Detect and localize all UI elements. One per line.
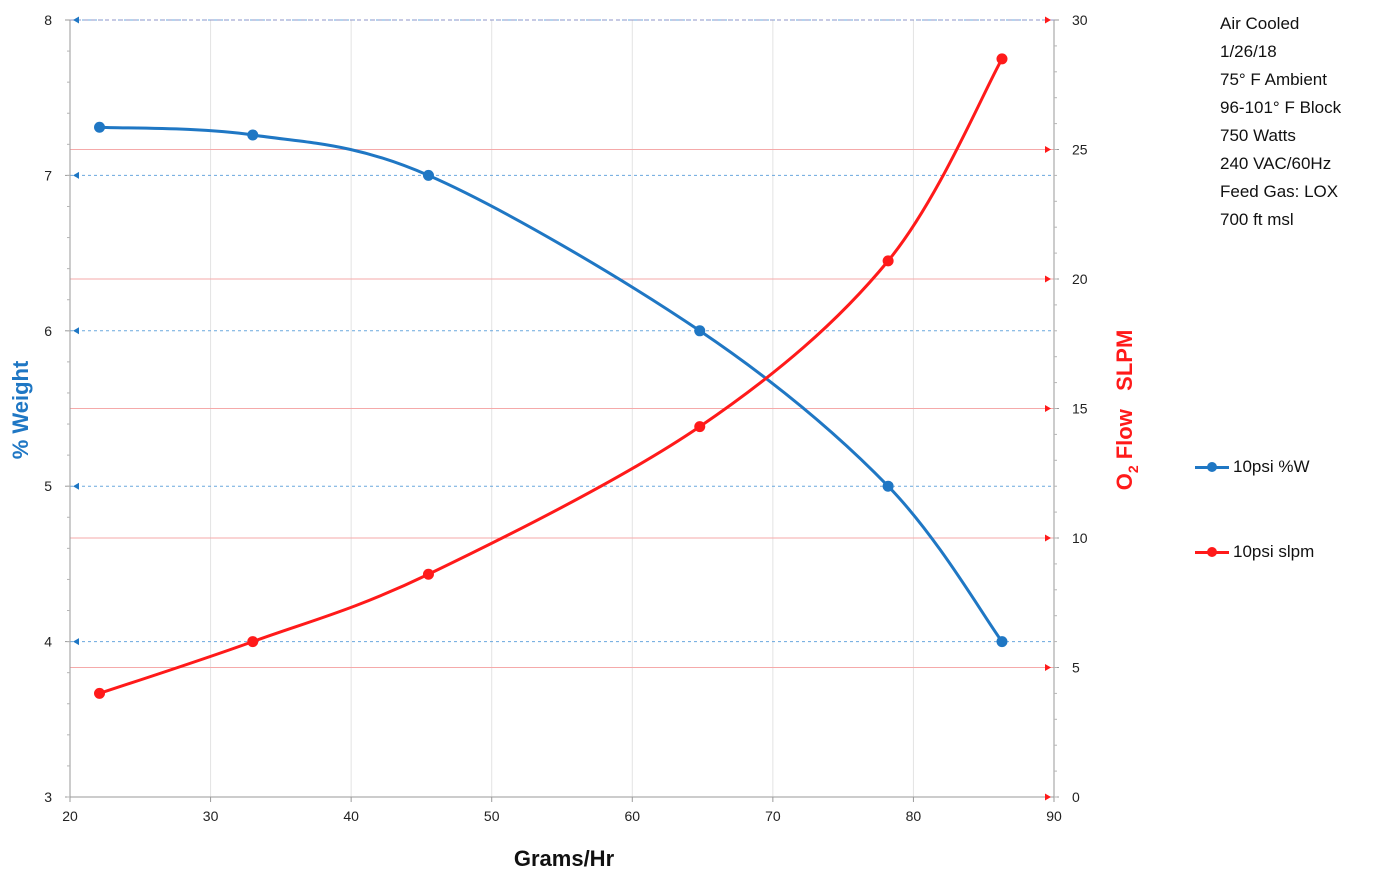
legend-item-series-2: 10psi slpm xyxy=(1195,542,1314,562)
series-2-point xyxy=(422,568,434,580)
series-2-point xyxy=(694,421,706,433)
note-line: Feed Gas: LOX xyxy=(1220,182,1339,201)
right-y-axis-title: O2 Flow SLPM xyxy=(1112,330,1141,491)
x-axis-title: Grams/Hr xyxy=(514,846,615,871)
left-y-tick-label: 6 xyxy=(44,323,52,339)
left-y-tick-label: 7 xyxy=(44,167,52,183)
left-y-tick-label: 8 xyxy=(44,12,52,28)
x-tick-label: 50 xyxy=(484,808,500,824)
left-y-axis-title: % Weight xyxy=(8,360,33,459)
note-line: 96-101° F Block xyxy=(1220,98,1342,117)
x-tick-label: 30 xyxy=(203,808,219,824)
series-1-point xyxy=(422,169,434,181)
left-arrow-marker xyxy=(73,171,79,179)
x-tick-label: 90 xyxy=(1046,808,1062,824)
series-2-point xyxy=(247,636,259,648)
legend-label: 10psi %W xyxy=(1233,457,1310,476)
note-line: 700 ft msl xyxy=(1220,210,1294,229)
series-1-point xyxy=(94,121,106,133)
series-2-point xyxy=(882,255,894,267)
note-line: 75° F Ambient xyxy=(1220,70,1327,89)
x-tick-label: 20 xyxy=(62,808,78,824)
series-1-point xyxy=(247,129,259,141)
right-y-tick-label: 20 xyxy=(1072,271,1088,287)
left-y-tick-label: 5 xyxy=(44,478,52,494)
right-y-tick-label: 25 xyxy=(1072,142,1088,158)
right-arrow-marker xyxy=(1045,275,1051,283)
left-arrow-marker xyxy=(73,16,79,24)
legend-item-series-1: 10psi %W xyxy=(1195,457,1310,477)
series-2-point xyxy=(94,687,106,699)
series-1-point xyxy=(882,480,894,492)
legend-swatch-blue xyxy=(1195,460,1229,474)
x-tick-label: 40 xyxy=(343,808,359,824)
right-y-axis-title-sub: 2 xyxy=(1125,465,1141,473)
series-1-line xyxy=(98,125,1004,644)
right-arrow-marker xyxy=(1045,16,1051,24)
right-y-tick-label: 15 xyxy=(1072,401,1088,417)
right-arrow-marker xyxy=(1045,146,1051,153)
left-y-tick-label: 3 xyxy=(44,789,52,805)
right-y-tick-label: 5 xyxy=(1072,660,1080,676)
series-1-point xyxy=(996,636,1008,648)
right-y-axis-title-rest: Flow SLPM xyxy=(1112,330,1137,466)
x-tick-label: 80 xyxy=(906,808,922,824)
legend-label: 10psi slpm xyxy=(1233,542,1315,561)
note-line: 750 Watts xyxy=(1220,126,1296,145)
left-arrow-marker xyxy=(73,638,79,646)
x-tick-label: 60 xyxy=(624,808,640,824)
note-line: 1/26/18 xyxy=(1220,42,1277,61)
label-layer: Grams/Hr % Weight O2 Flow SLPM xyxy=(8,330,1141,871)
legend-swatch-red xyxy=(1195,545,1229,559)
note-line: Air Cooled xyxy=(1220,14,1300,33)
right-arrow-marker xyxy=(1045,405,1051,412)
test-conditions-notes: Air Cooled 1/26/18 75° F Ambient 96-101°… xyxy=(1220,10,1341,234)
right-y-tick-label: 0 xyxy=(1072,789,1080,805)
right-arrow-marker xyxy=(1045,793,1051,801)
right-y-tick-label: 30 xyxy=(1072,12,1088,28)
right-arrow-marker xyxy=(1045,664,1051,671)
series-2-line xyxy=(98,57,1004,695)
right-arrow-marker xyxy=(1045,534,1051,542)
right-y-tick-label: 10 xyxy=(1072,530,1088,546)
grid-layer xyxy=(70,19,1054,797)
series-1-point xyxy=(694,325,706,337)
left-arrow-marker xyxy=(73,327,79,335)
left-y-tick-label: 4 xyxy=(44,634,52,650)
note-line: 240 VAC/60Hz xyxy=(1220,154,1332,173)
right-y-axis-title-o: O xyxy=(1112,473,1137,490)
series-layer xyxy=(94,53,1008,699)
x-tick-label: 70 xyxy=(765,808,781,824)
series-2-point xyxy=(996,53,1008,65)
left-arrow-marker xyxy=(73,482,79,490)
